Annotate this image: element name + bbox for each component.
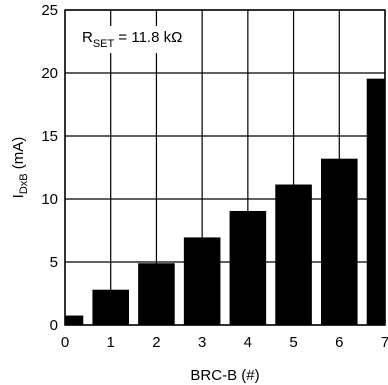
y-tick-label: 25	[41, 2, 58, 19]
bar-4	[229, 210, 267, 325]
x-tick-label: 0	[61, 334, 69, 351]
y-tick-label: 20	[41, 65, 58, 82]
x-tick-label: 3	[198, 334, 206, 351]
x-tick-label: 7	[381, 334, 388, 351]
x-tick-label: 6	[335, 334, 343, 351]
x-tick-label: 5	[289, 334, 297, 351]
y-tick-label: 5	[50, 254, 58, 271]
y-tick-label: 0	[50, 317, 58, 334]
y-axis-label-unit: (mA)	[10, 137, 27, 174]
tick-labels: 0 1 2 3 4 5 6 7 0 5 10 15 20 25	[41, 2, 388, 351]
bar-5	[275, 184, 312, 325]
y-axis-label: IDxB (mA)	[10, 137, 30, 199]
x-axis-label: BRC-B (#)	[190, 367, 259, 384]
annotation-background	[77, 26, 188, 53]
annotation-subscript: SET	[93, 38, 115, 50]
annotation-rset: RSET = 11.8 kΩ	[82, 29, 182, 50]
bar-3	[183, 237, 221, 325]
y-tick-label: 10	[41, 191, 58, 208]
bar-7	[366, 78, 385, 325]
bar-2	[138, 263, 175, 325]
x-tick-label: 1	[107, 334, 115, 351]
y-axis-label-main: I	[10, 194, 27, 198]
annotation-rest: = 11.8 kΩ	[114, 29, 182, 46]
y-axis-label-subscript: DxB	[18, 173, 30, 194]
bar-0	[65, 315, 84, 325]
annotation-main: R	[82, 29, 93, 46]
y-tick-label: 15	[41, 128, 58, 145]
bars	[65, 78, 385, 325]
bar-1	[92, 289, 129, 325]
x-tick-label: 4	[244, 334, 252, 351]
bar-6	[321, 158, 358, 325]
plot-frame	[64, 9, 386, 326]
x-tick-label: 2	[152, 334, 160, 351]
